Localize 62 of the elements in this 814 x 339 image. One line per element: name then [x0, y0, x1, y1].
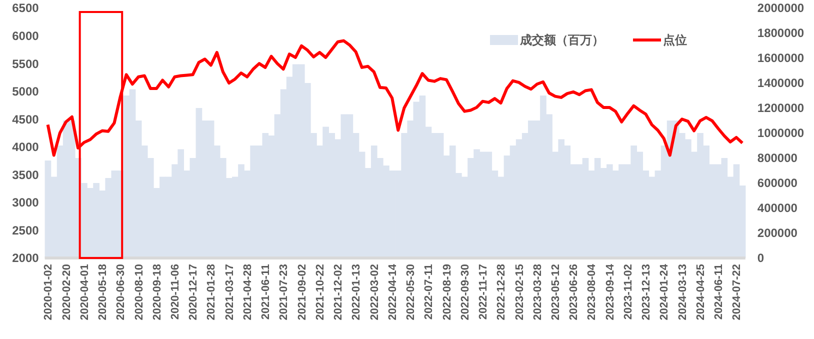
y-tick-label: 3500 — [12, 168, 40, 182]
x-tick-label: 2022-05-30 — [405, 264, 418, 320]
y2-tick-label: 400000 — [757, 201, 798, 216]
x-tick-label: 2021-06-11 — [260, 264, 272, 320]
x-tick-label: 2024-07-22 — [731, 264, 744, 320]
legend-label: 点位 — [663, 33, 687, 48]
x-tick-label: 2022-04-14 — [386, 263, 399, 320]
x-tick-label: 2022-11-17 — [478, 264, 490, 320]
legend-label: 成交额（百万） — [519, 33, 604, 48]
x-tick-label: 2024-01-24 — [658, 263, 671, 320]
x-tick-label: 2022-01-13 — [350, 264, 363, 320]
x-tick-label: 2022-03-02 — [368, 264, 381, 320]
x-tick-label: 2023-02-15 — [514, 264, 526, 320]
x-tick-label: 2024-06-11 — [713, 264, 726, 320]
y-tick-label: 3000 — [12, 196, 40, 210]
y2-tick-label: 800000 — [757, 151, 798, 166]
y-tick-label: 4000 — [12, 140, 40, 154]
x-tick-label: 2022-09-30 — [459, 264, 472, 320]
y2-tick-label: 600000 — [757, 176, 798, 190]
x-tick-label: 2022-08-19 — [441, 264, 454, 320]
x-tick-label: 2020-05-18 — [97, 264, 110, 320]
y2-tick-label: 1800000 — [757, 26, 804, 40]
x-tick-label: 2023-06-26 — [568, 264, 580, 320]
x-tick-label: 2020-08-10 — [133, 264, 146, 320]
y-tick-label: 2000 — [12, 251, 40, 266]
x-tick-label: 2021-01-28 — [206, 264, 218, 320]
x-tick-label: 2021-07-23 — [278, 264, 290, 320]
x-tick-label: 2020-01-02 — [42, 264, 55, 320]
y2-tick-label: 2000000 — [757, 1, 804, 16]
y2-tick-label: 1400000 — [757, 76, 804, 90]
x-tick-label: 2020-12-17 — [188, 264, 200, 320]
x-tick-label: 2021-03-17 — [224, 264, 236, 320]
y2-tick-label: 1600000 — [757, 51, 804, 66]
x-tick-label: 2022-12-28 — [496, 264, 508, 320]
y-tick-label: 6500 — [12, 1, 40, 16]
x-tick-label: 2020-09-18 — [151, 264, 164, 320]
x-tick-label: 2024-03-13 — [676, 264, 689, 320]
y-tick-label: 5000 — [12, 84, 40, 99]
x-tick-label: 2020-06-30 — [115, 264, 128, 320]
x-tick-label: 2023-12-13 — [640, 264, 653, 320]
y2-tick-label: 0 — [757, 251, 764, 266]
x-tick-label: 2021-09-02 — [296, 264, 308, 320]
y-tick-label: 5500 — [12, 56, 40, 71]
x-tick-label: 2021-12-02 — [332, 264, 345, 320]
y2-tick-label: 200000 — [757, 226, 798, 240]
y-tick-label: 4500 — [12, 112, 40, 126]
y-tick-label: 2500 — [12, 223, 40, 238]
x-tick-label: 2020-04-01 — [78, 264, 91, 320]
x-tick-label: 2020-11-06 — [170, 264, 182, 320]
x-tick-label: 2021-04-28 — [242, 264, 254, 320]
x-tick-label: 2023-11-02 — [622, 264, 634, 320]
x-tick-label: 2023-08-04 — [586, 263, 598, 320]
x-tick-label: 2022-07-11 — [423, 264, 436, 320]
y2-tick-label: 1200000 — [757, 101, 804, 116]
x-tick-label: 2024-04-25 — [694, 264, 707, 320]
y2-tick-label: 1000000 — [757, 126, 804, 140]
x-tick-label: 2023-03-28 — [532, 264, 544, 320]
x-tick-label: 2021-10-22 — [314, 264, 326, 320]
x-tick-label: 2023-09-14 — [604, 263, 616, 320]
y-tick-label: 6000 — [12, 28, 40, 43]
x-tick-label: 2023-05-12 — [550, 264, 562, 320]
x-tick-label: 2020-02-20 — [60, 264, 73, 320]
